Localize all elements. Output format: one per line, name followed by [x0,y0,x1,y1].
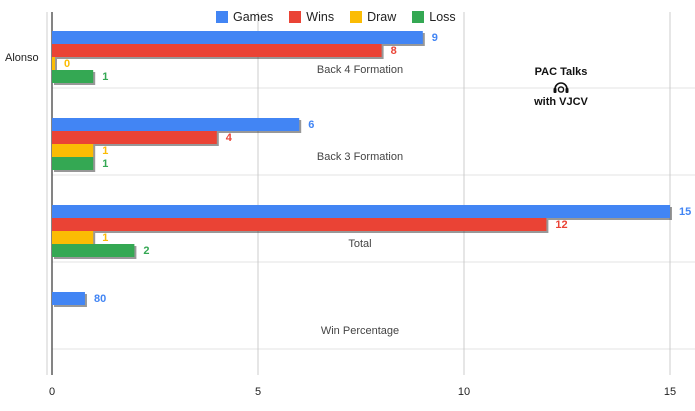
legend-swatch-draw [350,11,363,23]
category-label: Win Percentage [321,325,399,337]
bar-draw [52,144,94,157]
bar-games [52,205,670,218]
bar-draw [52,57,55,70]
data-label-games: 9 [432,32,438,44]
legend-item-draw[interactable]: Draw [350,10,396,24]
legend-label-games: Games [233,10,274,24]
bar-games [52,292,85,305]
bar-games [52,31,423,44]
bar-wins [52,218,547,231]
bar-draw [52,231,94,244]
bar-wins [52,44,382,57]
data-label-games: 80 [94,293,106,305]
watermark-logo: PAC Talks with VJCV [531,66,591,109]
legend-item-games[interactable]: Games [216,10,273,24]
category-label: Back 4 Formation [317,64,403,76]
bar-loss [52,244,135,257]
bar-games [52,118,300,131]
legend-label-wins: Wins [306,10,335,24]
data-label-games: 6 [308,119,314,131]
data-label-wins: 4 [226,132,233,144]
data-label-loss: 1 [102,158,108,170]
legend-item-wins[interactable]: Wins [289,10,334,24]
data-label-games: 15 [679,206,691,218]
legend-label-draw: Draw [367,10,397,24]
x-tick-label: 0 [49,386,55,398]
data-label-loss: 2 [143,245,149,257]
x-tick-label: 5 [255,386,261,398]
legend: Games Wins Draw Loss [216,10,456,24]
x-tick-label: 15 [664,386,676,398]
watermark-line-1: PAC Talks [534,66,588,78]
row-label: Alonso [5,52,39,64]
legend-swatch-wins [289,11,302,23]
bar-shadow [54,59,57,72]
data-label-wins: 8 [391,45,397,57]
data-label-draw: 0 [64,58,70,70]
bar-loss [52,70,94,83]
bar-loss [52,157,94,170]
category-label: Total [348,238,371,250]
legend-swatch-games [216,11,228,23]
headset-icon [553,82,569,93]
data-label-wins: 12 [555,219,567,231]
legend-swatch-loss [412,11,425,23]
x-tick-label: 10 [458,386,470,398]
data-label-loss: 1 [102,71,108,83]
bar-wins [52,131,217,144]
watermark-line-2: with VJCV [534,96,588,108]
legend-label-loss: Loss [429,10,456,24]
legend-item-loss[interactable]: Loss [412,10,456,24]
category-label: Back 3 Formation [317,151,403,163]
data-label-draw: 1 [102,232,108,244]
data-label-draw: 1 [102,145,108,157]
